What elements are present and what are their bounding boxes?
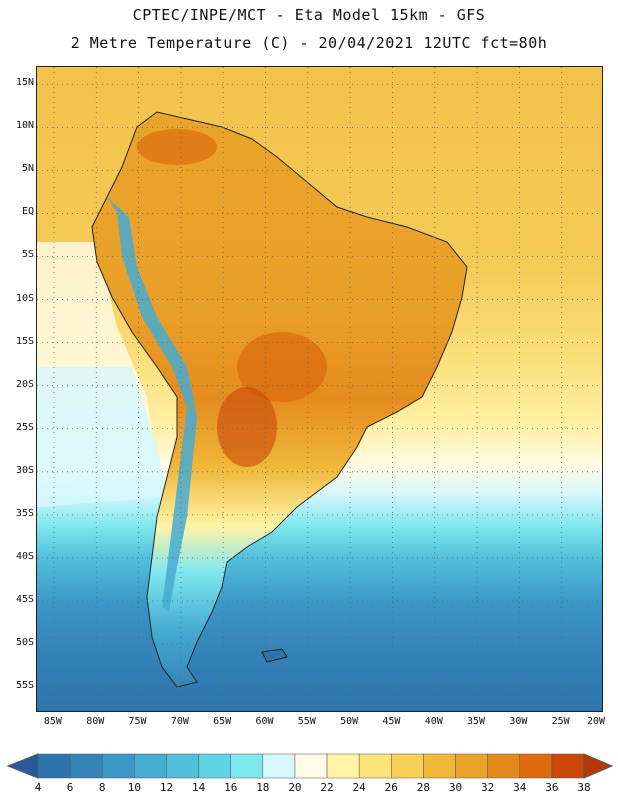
map-title-line-1: CPTEC/INPE/MCT - Eta Model 15km - GFS bbox=[132, 6, 486, 24]
longitude-tick-label: 45W bbox=[382, 716, 401, 727]
colorbar-tick-label: 14 bbox=[191, 781, 206, 794]
longitude-tick-label: 50W bbox=[340, 716, 359, 727]
latitude-tick-label: 35S bbox=[15, 507, 34, 519]
colorbar-tick-label: 38 bbox=[577, 781, 591, 794]
latitude-tick-label: 30S bbox=[15, 464, 34, 476]
hot-patch-chaco bbox=[217, 387, 277, 467]
colorbar-swatch bbox=[487, 753, 521, 779]
longitude-tick-label: 80W bbox=[86, 716, 105, 727]
colorbar-tick-label: 8 bbox=[98, 781, 106, 794]
latitude-tick-label: 15N bbox=[15, 77, 34, 89]
longitude-tick-label: 65W bbox=[213, 716, 232, 727]
temperature-map[interactable] bbox=[37, 67, 603, 712]
colorbar-swatch bbox=[101, 753, 135, 779]
longitude-tick-label: 75W bbox=[128, 716, 147, 727]
colorbar-tick-label: 34 bbox=[513, 781, 527, 794]
longitude-tick-label: 85W bbox=[43, 716, 62, 727]
latitude-tick-label: 55S bbox=[15, 680, 34, 692]
colorbar-swatch bbox=[423, 753, 456, 779]
colorbar-swatch bbox=[166, 753, 199, 779]
colorbar-swatch bbox=[134, 753, 167, 779]
latitude-tick-label: 5N bbox=[21, 163, 34, 175]
map-title-line-2: 2 Metre Temperature (C) - 20/04/2021 12U… bbox=[70, 34, 548, 52]
colorbar-swatch bbox=[262, 753, 296, 779]
colorbar-tick-label: 16 bbox=[224, 781, 238, 794]
colorbar-swatch bbox=[455, 753, 488, 779]
colorbar-tick-label: 20 bbox=[288, 781, 302, 794]
latitude-tick-label: 25S bbox=[15, 421, 34, 433]
colorbar-tick-label: 24 bbox=[352, 781, 366, 794]
colorbar-swatch bbox=[551, 753, 585, 779]
latitude-tick-label: 10S bbox=[15, 292, 34, 304]
falkland-islands bbox=[261, 648, 288, 663]
latitude-tick-label: 15S bbox=[15, 335, 34, 347]
colorbar-swatch bbox=[198, 753, 231, 779]
longitude-tick-label: 60W bbox=[255, 716, 274, 727]
colorbar-tick-label: 4 bbox=[34, 781, 42, 794]
longitude-tick-label: 25W bbox=[551, 716, 570, 727]
colorbar-tick-label: 18 bbox=[256, 781, 270, 794]
colorbar-tick-label: 30 bbox=[448, 781, 463, 794]
map-panel[interactable] bbox=[36, 66, 603, 712]
pacific-cold-band bbox=[37, 367, 167, 507]
colorbar-low-arrow bbox=[6, 753, 39, 779]
latitude-tick-label: 20S bbox=[15, 378, 34, 390]
hot-patch-central bbox=[237, 332, 327, 402]
colorbar-tick-label: 36 bbox=[545, 781, 559, 794]
colorbar-swatch bbox=[326, 753, 360, 779]
longitude-tick-label: 20W bbox=[586, 716, 606, 727]
colorbar-tick-label: 10 bbox=[127, 781, 141, 794]
colorbar-swatch bbox=[358, 753, 392, 779]
longitude-tick-label: 40W bbox=[424, 716, 443, 727]
hot-patch-venezuela bbox=[137, 129, 217, 165]
latitude-tick-label: 45S bbox=[15, 594, 34, 606]
colorbar-swatch bbox=[391, 753, 424, 779]
latitude-tick-label: EQ bbox=[21, 206, 34, 218]
colorbar-tick-label: 12 bbox=[159, 781, 174, 794]
longitude-tick-label: 55W bbox=[297, 716, 316, 727]
colorbar-swatch bbox=[294, 753, 328, 779]
latitude-tick-label: 50S bbox=[15, 637, 34, 649]
colorbar-tick-label: 28 bbox=[416, 781, 431, 794]
colorbar-high-arrow bbox=[583, 753, 614, 779]
colorbar-tick-label: 26 bbox=[384, 781, 398, 794]
colorbar-swatch bbox=[37, 753, 71, 779]
latitude-tick-label: 5S bbox=[21, 249, 34, 261]
latitude-tick-label: 40S bbox=[15, 550, 34, 562]
longitude-tick-label: 35W bbox=[467, 716, 486, 727]
colorbar-swatch bbox=[519, 753, 553, 779]
colorbar-tick-label: 6 bbox=[66, 781, 74, 794]
longitude-tick-label: 30W bbox=[509, 716, 528, 727]
colorbar-swatch bbox=[230, 753, 264, 779]
longitude-tick-label: 70W bbox=[170, 716, 189, 727]
colorbar-tick-label: 22 bbox=[320, 781, 334, 794]
colorbar-tick-label: 32 bbox=[481, 781, 495, 794]
andes-cold-strip bbox=[107, 197, 197, 612]
latitude-tick-label: 10N bbox=[15, 120, 34, 132]
colorbar-swatch bbox=[69, 753, 103, 779]
